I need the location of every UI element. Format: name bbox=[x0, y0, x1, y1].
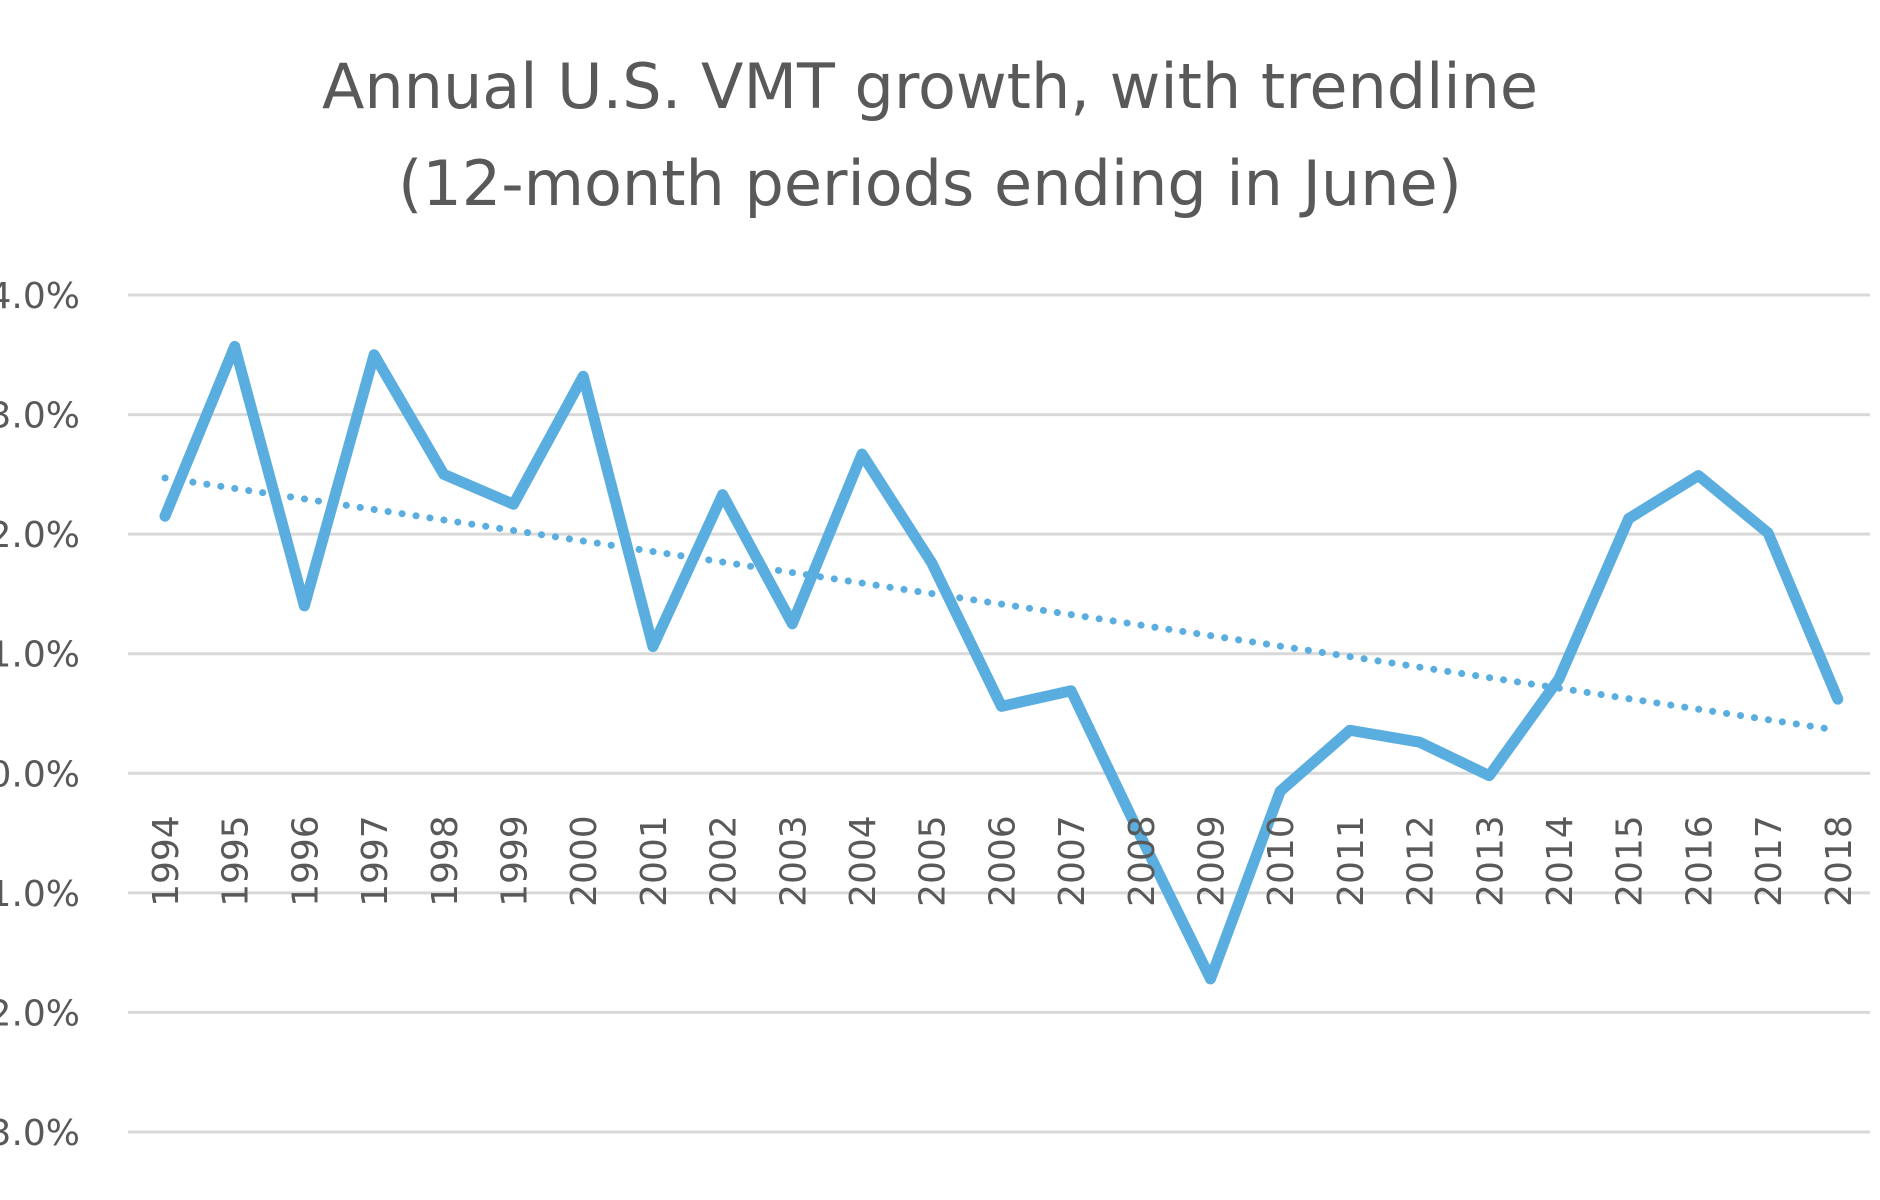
data-point bbox=[1137, 833, 1144, 840]
data-point bbox=[1765, 529, 1772, 536]
x-tick-label: 2005 bbox=[913, 815, 954, 907]
x-tick-label: 2014 bbox=[1540, 815, 1581, 907]
x-tick-label: 2018 bbox=[1819, 815, 1860, 907]
data-point bbox=[580, 373, 587, 380]
x-tick-label: 2001 bbox=[634, 815, 675, 907]
data-point bbox=[649, 643, 656, 650]
data-point bbox=[928, 559, 935, 566]
x-tick-label: 2011 bbox=[1331, 815, 1372, 907]
x-tick-label: 2002 bbox=[704, 815, 745, 907]
y-tick-label: -2.0% bbox=[0, 993, 80, 1034]
x-tick-label: 2012 bbox=[1401, 815, 1442, 907]
data-point bbox=[1625, 515, 1632, 522]
data-point bbox=[998, 703, 1005, 710]
data-point bbox=[1695, 472, 1702, 479]
y-tick-label: 0.0% bbox=[0, 754, 80, 795]
data-point bbox=[162, 513, 168, 520]
x-tick-label: 2007 bbox=[1052, 815, 1093, 907]
data-point bbox=[510, 501, 517, 508]
x-tick-label: 1996 bbox=[285, 815, 326, 907]
x-tick-label: 2000 bbox=[564, 815, 605, 907]
x-tick-label: 1998 bbox=[425, 815, 466, 907]
data-point bbox=[1486, 772, 1493, 779]
x-tick-label: 1995 bbox=[216, 815, 257, 907]
data-point bbox=[231, 343, 238, 350]
y-axis-tick-labels: 4.0% 3.0% 2.0% 1.0% 0.0% -1.0% -2.0% -3.0% bbox=[0, 276, 80, 1154]
data-point bbox=[1834, 696, 1841, 703]
x-tick-label: 1997 bbox=[355, 815, 396, 907]
data-point bbox=[1416, 739, 1423, 746]
data-point bbox=[719, 491, 726, 498]
x-tick-label: 1999 bbox=[495, 815, 536, 907]
data-point bbox=[371, 351, 378, 358]
y-tick-label: 2.0% bbox=[0, 515, 80, 556]
x-tick-label: 2010 bbox=[1261, 815, 1302, 907]
chart-title: Annual U.S. VMT growth, with trendline bbox=[322, 50, 1538, 123]
y-tick-label: 1.0% bbox=[0, 635, 80, 676]
data-point bbox=[1068, 687, 1075, 694]
x-tick-label: 2013 bbox=[1470, 815, 1511, 907]
x-tick-label: 2009 bbox=[1192, 815, 1233, 907]
y-tick-label: -3.0% bbox=[0, 1113, 80, 1154]
data-point bbox=[1556, 675, 1562, 682]
x-tick-label: 2004 bbox=[843, 815, 884, 907]
gridlines bbox=[128, 293, 1870, 1134]
x-tick-label: 2017 bbox=[1749, 815, 1790, 907]
data-point bbox=[301, 602, 308, 609]
x-axis-tick-labels: 1994 1995 1996 1997 1998 1999 2000 2001 2002 2003… bbox=[146, 815, 1860, 907]
y-tick-label: 3.0% bbox=[0, 396, 80, 437]
chart-subtitle: (12-month periods ending in June) bbox=[398, 147, 1462, 220]
data-point bbox=[1277, 788, 1284, 795]
data-point bbox=[1346, 727, 1353, 734]
data-point bbox=[859, 451, 865, 458]
data-point bbox=[440, 471, 447, 478]
series-layer bbox=[159, 340, 1844, 985]
data-point bbox=[789, 620, 796, 627]
y-tick-label: 4.0% bbox=[0, 276, 80, 317]
x-tick-label: 2016 bbox=[1679, 815, 1720, 907]
data-point bbox=[1207, 975, 1214, 982]
x-tick-label: 2015 bbox=[1610, 815, 1651, 907]
x-tick-label: 2006 bbox=[982, 815, 1023, 907]
x-tick-label: 2003 bbox=[773, 815, 814, 907]
x-tick-label: 1994 bbox=[146, 815, 187, 907]
x-tick-label: 2008 bbox=[1122, 815, 1163, 907]
y-tick-label: -1.0% bbox=[0, 874, 80, 915]
